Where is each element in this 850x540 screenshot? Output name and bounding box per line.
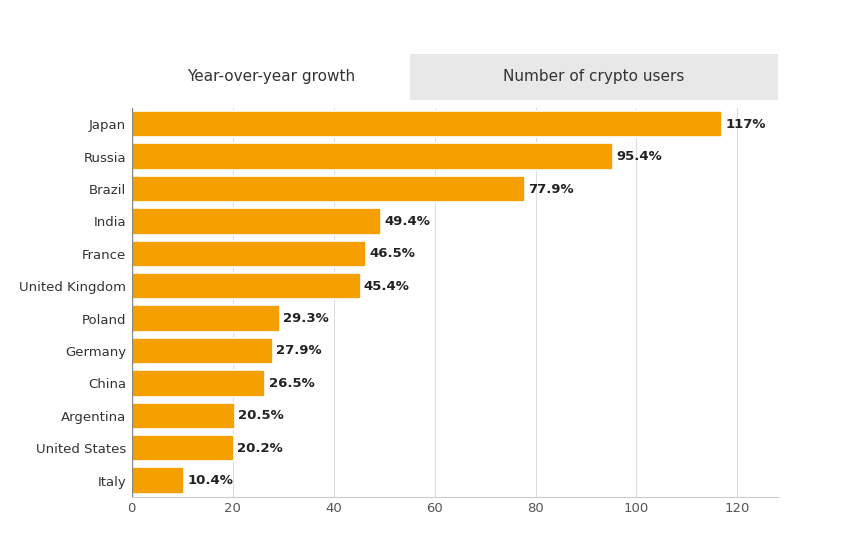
Text: 49.4%: 49.4% xyxy=(384,215,430,228)
Bar xyxy=(132,402,235,429)
Text: 117%: 117% xyxy=(725,118,766,131)
Bar xyxy=(132,143,613,170)
Bar xyxy=(132,338,273,364)
Text: 26.5%: 26.5% xyxy=(269,377,314,390)
Bar xyxy=(132,240,366,267)
Bar xyxy=(132,208,381,235)
Text: 27.9%: 27.9% xyxy=(275,345,321,357)
Bar xyxy=(132,273,361,300)
Text: 20.2%: 20.2% xyxy=(236,442,282,455)
Bar xyxy=(132,111,722,138)
Bar xyxy=(132,435,234,462)
Text: Year-over-year growth: Year-over-year growth xyxy=(187,70,354,84)
Bar xyxy=(132,305,280,332)
Text: 29.3%: 29.3% xyxy=(283,312,328,325)
Bar xyxy=(132,370,265,397)
Text: 77.9%: 77.9% xyxy=(528,183,574,195)
Text: Number of crypto users: Number of crypto users xyxy=(503,70,684,84)
Bar xyxy=(132,467,184,494)
Text: 95.4%: 95.4% xyxy=(616,150,662,163)
Text: 10.4%: 10.4% xyxy=(187,474,233,487)
Bar xyxy=(132,176,525,202)
Text: 20.5%: 20.5% xyxy=(238,409,284,422)
Text: 45.4%: 45.4% xyxy=(364,280,410,293)
Text: 46.5%: 46.5% xyxy=(370,247,416,260)
